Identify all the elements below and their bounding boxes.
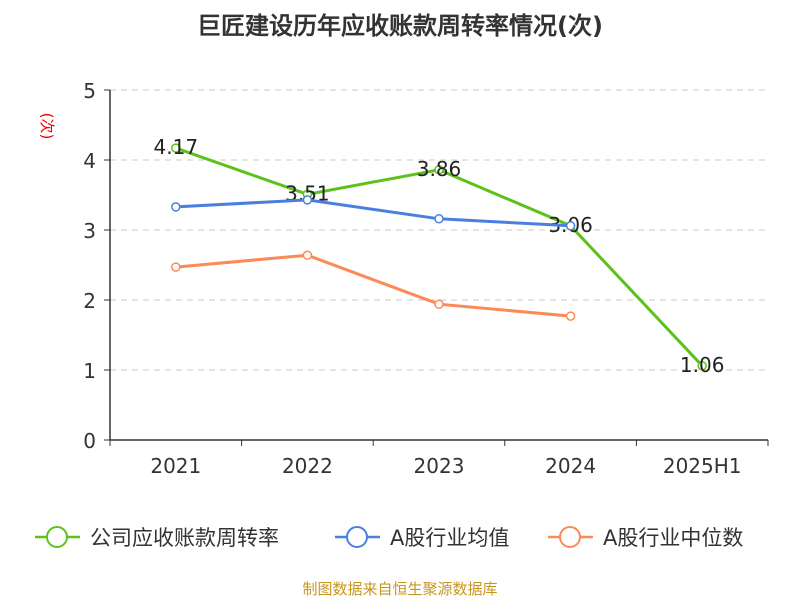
y-tick-label: 3	[83, 219, 96, 243]
data-point	[434, 165, 444, 175]
data-point	[434, 214, 444, 224]
data-point	[697, 361, 707, 371]
data-point	[565, 311, 576, 321]
y-tick-label: 1	[83, 359, 96, 383]
x-tick-label: 2025H1	[663, 454, 742, 478]
y-tick-label: 2	[83, 289, 96, 313]
x-tick-label: 2023	[414, 454, 465, 478]
legend-marker	[346, 526, 368, 548]
x-tick-label: 2021	[150, 454, 201, 478]
data-point	[302, 250, 313, 260]
legend-label: A股行业均值	[390, 526, 509, 550]
y-tick-label: 0	[83, 429, 96, 453]
y-axis-label: (次)	[38, 113, 56, 140]
data-label: 1.06	[680, 353, 725, 377]
data-label: 4.17	[154, 135, 199, 159]
legend-marker	[559, 526, 581, 548]
x-tick-label: 2024	[545, 454, 596, 478]
y-tick-label: 5	[83, 79, 96, 103]
chart-title: 巨匠建设历年应收账款周转率情况(次)	[197, 12, 603, 40]
data-label: 3.86	[417, 157, 462, 181]
series-line	[175, 253, 571, 318]
data-point	[302, 195, 313, 205]
legend-label: 公司应收账款周转率	[90, 526, 279, 550]
x-tick-label: 2022	[282, 454, 333, 478]
legend-label: A股行业中位数	[603, 526, 743, 550]
data-point	[171, 202, 181, 212]
y-tick-label: 4	[83, 149, 96, 173]
series-line	[175, 198, 571, 228]
data-point	[565, 221, 576, 231]
data-point	[434, 299, 444, 309]
data-point	[171, 262, 181, 272]
source-note: 制图数据来自恒生聚源数据库	[302, 580, 498, 598]
legend-marker	[46, 526, 68, 548]
data-point	[171, 143, 181, 153]
